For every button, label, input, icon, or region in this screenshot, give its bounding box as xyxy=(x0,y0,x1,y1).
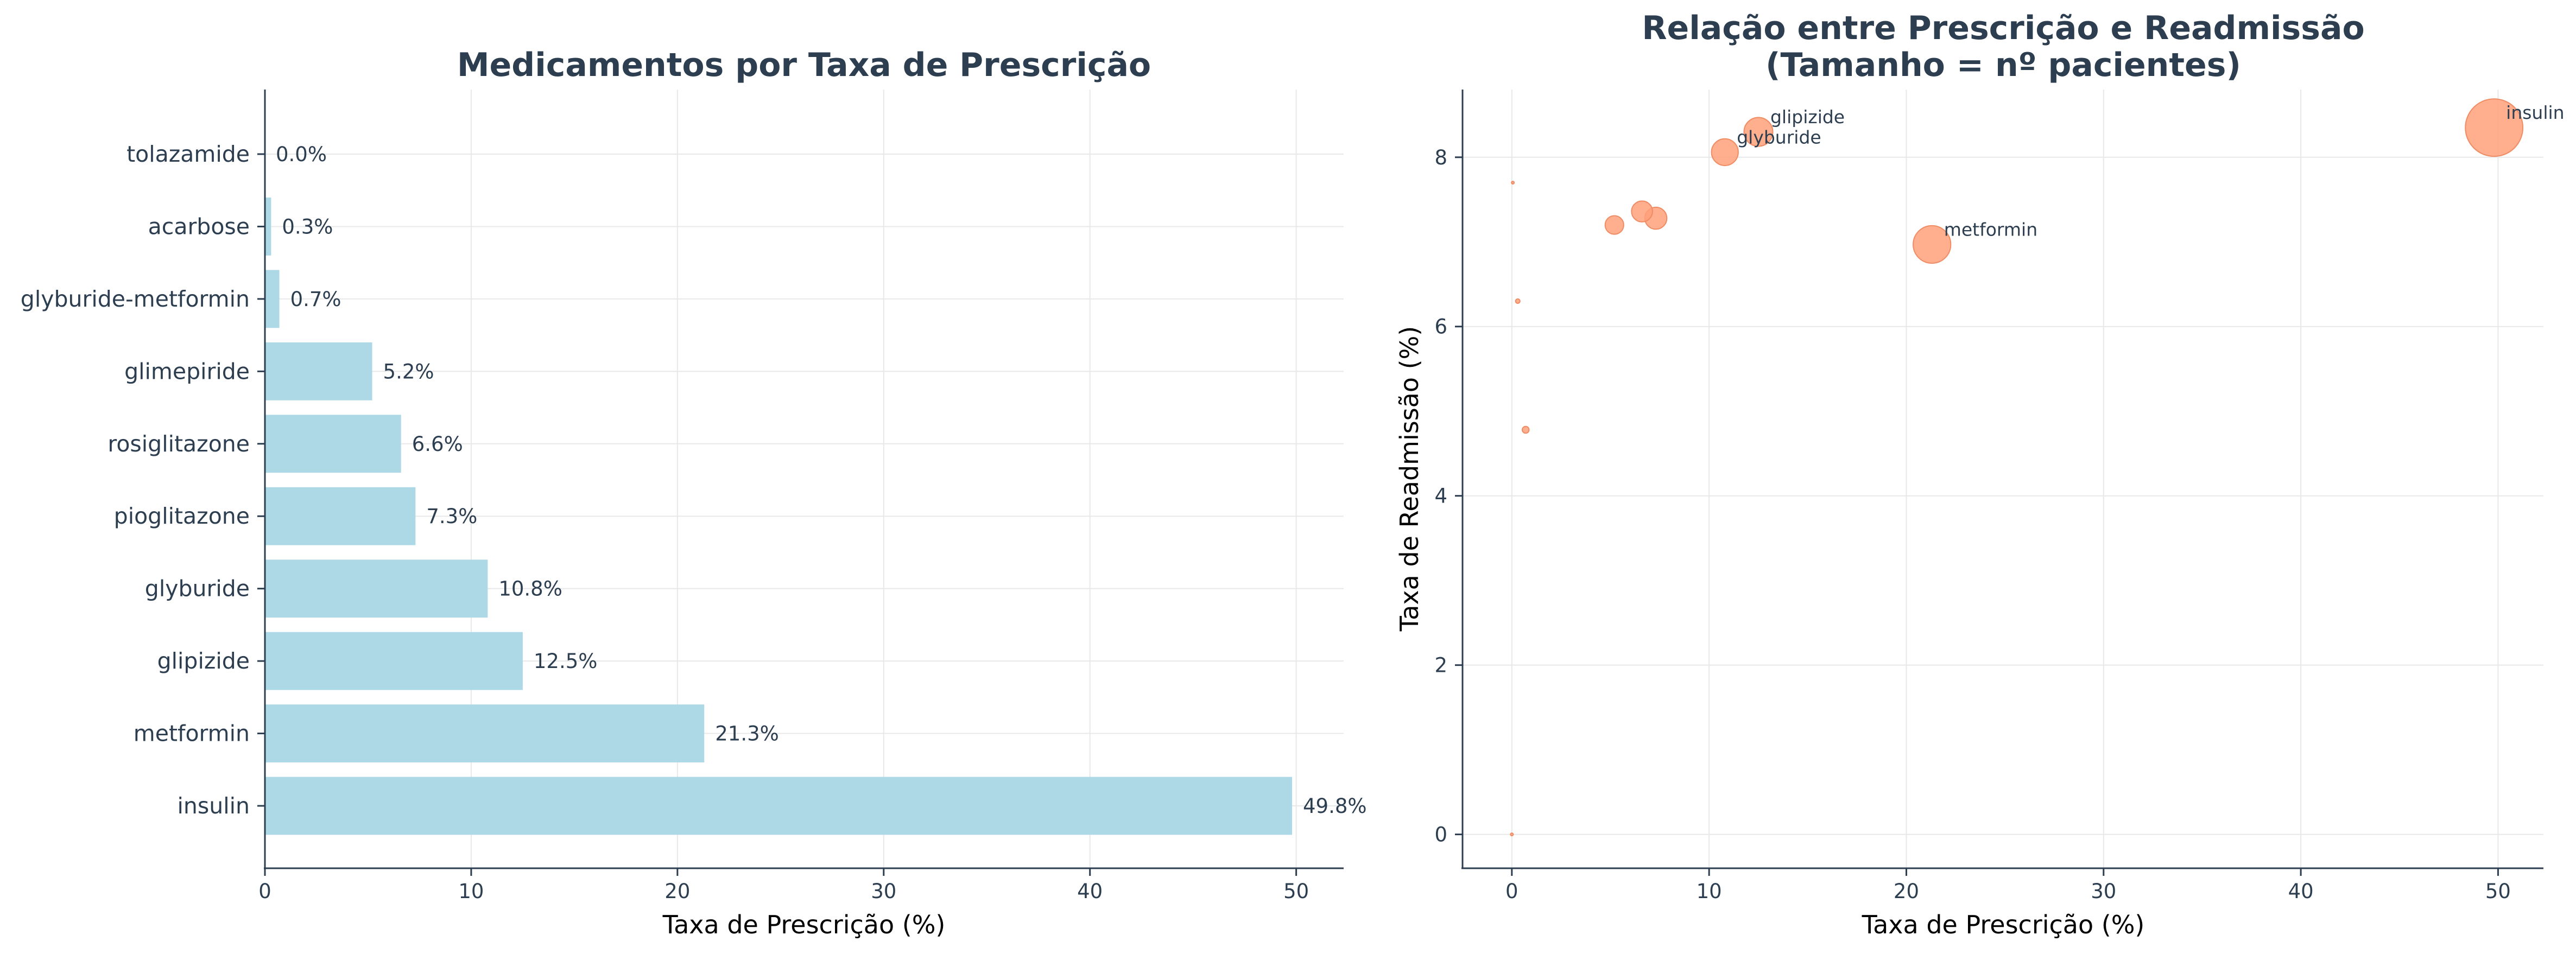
bar-category-label-glimepiride: glimepiride xyxy=(124,358,250,384)
scatter-chart-x-tick-label: 0 xyxy=(1505,880,1518,903)
scatter-chart-subtitle: (Tamanho = nº pacientes) xyxy=(1765,46,2241,84)
bar-data-label-insulin: 49.8% xyxy=(1303,794,1367,818)
scatter-chart-grid xyxy=(1463,90,2543,868)
bar-data-label-glyburide-metformin: 0.7% xyxy=(290,288,341,311)
bar-chart-grid xyxy=(264,90,1344,868)
bar-insulin xyxy=(265,777,1293,835)
bar-glimepiride xyxy=(265,342,372,400)
bar-category-label-metformin: metformin xyxy=(134,721,250,747)
bar-data-label-metformin: 21.3% xyxy=(715,722,779,746)
scatter-chart-y-axis-label: Taxa de Readmissão (%) xyxy=(1395,326,1424,632)
bar-chart: 0.0% 0.3% 0.7% 5.2% 6.6% 7.3% 10.8% 12.5% 21.3% 4… xyxy=(21,46,1367,939)
scatter-annotation-insulin: insulin xyxy=(2506,102,2564,123)
scatter-point-glipizide xyxy=(1743,117,1774,147)
bar-chart-x-axis-label: Taxa de Prescrição (%) xyxy=(662,910,946,939)
scatter-point-unlabeled-7 xyxy=(1521,425,1530,434)
scatter-chart-y-tick-label: 2 xyxy=(1434,654,1447,677)
bar-glipizide xyxy=(265,632,523,690)
bar-acarbose xyxy=(265,198,271,256)
scatter-chart-y-tick-label: 6 xyxy=(1434,315,1447,339)
bar-chart-title: Medicamentos por Taxa de Prescrição xyxy=(457,46,1151,84)
scatter-point-unlabeled-9 xyxy=(1511,181,1515,185)
bar-data-label-glimepiride: 5.2% xyxy=(383,360,434,383)
scatter-chart-x-tick-label: 20 xyxy=(1894,880,1919,903)
bar-data-label-pioglitazone: 7.3% xyxy=(426,505,477,528)
scatter-chart-y-tick-label: 4 xyxy=(1434,485,1447,508)
scatter-chart-x-tick-label: 30 xyxy=(2091,880,2116,903)
scatter-annotation-glyburide: glyburide xyxy=(1737,126,1821,148)
scatter-chart-y-ticks: 0 2 4 6 8 xyxy=(1434,146,1463,847)
scatter-chart-title: Relação entre Prescrição e Readmissão xyxy=(1642,9,2364,47)
bar-chart-x-tick-label: 30 xyxy=(871,880,896,903)
bar-rosiglitazone xyxy=(265,415,401,473)
bar-metformin xyxy=(265,704,705,762)
bar-chart-x-tick-label: 50 xyxy=(1283,880,1309,903)
bar-category-label-tolazamide: tolazamide xyxy=(126,141,250,167)
scatter-chart-x-ticks: 0 10 20 30 40 50 xyxy=(1505,868,2511,903)
scatter-chart-points xyxy=(1510,98,2524,837)
bar-category-label-acarbose: acarbose xyxy=(148,213,250,239)
scatter-chart-x-tick-label: 10 xyxy=(1697,880,1722,903)
bar-glyburide xyxy=(265,559,488,618)
bar-category-label-glyburide-metformin: glyburide-metformin xyxy=(21,286,250,312)
bar-data-label-tolazamide: 0.0% xyxy=(276,143,327,166)
bar-category-label-insulin: insulin xyxy=(178,793,250,819)
bar-category-label-rosiglitazone: rosiglitazone xyxy=(107,431,250,457)
scatter-point-metformin xyxy=(1913,225,1952,264)
bar-chart-category-labels: tolazamide acarbose glyburide-metformin gli… xyxy=(21,141,265,819)
scatter-annotation-metformin: metformin xyxy=(1944,219,2037,240)
bar-data-label-rosiglitazone: 6.6% xyxy=(412,433,463,456)
bar-category-label-glipizide: glipizide xyxy=(157,648,250,674)
bar-chart-x-tick-label: 0 xyxy=(258,880,271,903)
scatter-chart-x-axis-label: Taxa de Prescrição (%) xyxy=(1862,910,2145,939)
bar-glyburide-metformin xyxy=(265,270,280,328)
bar-data-label-acarbose: 0.3% xyxy=(282,215,333,238)
bar-category-label-glyburide: glyburide xyxy=(145,576,250,602)
bar-pioglitazone xyxy=(265,487,416,545)
scatter-chart-y-tick-label: 8 xyxy=(1434,146,1447,169)
scatter-point-glyburide xyxy=(1711,138,1739,167)
bar-data-label-glyburide: 10.8% xyxy=(498,577,562,601)
scatter-point-unlabeled-10 xyxy=(1510,832,1514,837)
scatter-point-unlabeled-8 xyxy=(1515,298,1521,304)
scatter-point-unlabeled-5 xyxy=(1631,200,1653,222)
scatter-chart-x-tick-label: 50 xyxy=(2485,880,2511,903)
bar-chart-bars xyxy=(265,198,1293,835)
bar-data-label-glipizide: 12.5% xyxy=(534,650,598,673)
bar-chart-x-ticks: 0 10 20 30 40 50 xyxy=(258,868,1309,903)
bar-category-label-pioglitazone: pioglitazone xyxy=(114,503,250,529)
bar-chart-x-tick-label: 20 xyxy=(664,880,690,903)
bar-chart-x-tick-label: 10 xyxy=(458,880,484,903)
bar-chart-data-labels: 0.0% 0.3% 0.7% 5.2% 6.6% 7.3% 10.8% 12.5% 21.3% 4… xyxy=(276,143,1367,818)
scatter-point-insulin xyxy=(2465,98,2524,157)
scatter-chart-x-tick-label: 40 xyxy=(2288,880,2314,903)
scatter-point-unlabeled-6 xyxy=(1604,215,1624,235)
scatter-chart-y-tick-label: 0 xyxy=(1434,823,1447,847)
scatter-annotation-glipizide: glipizide xyxy=(1770,106,1845,128)
bar-chart-x-tick-label: 40 xyxy=(1077,880,1103,903)
